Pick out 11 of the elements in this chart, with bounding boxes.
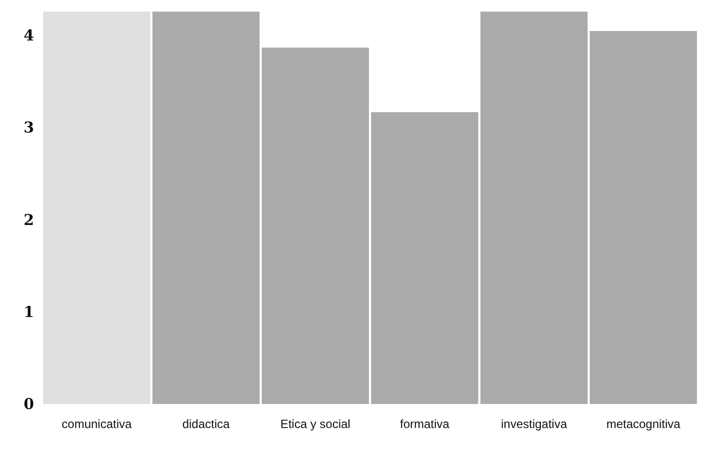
y-tick-label: 0: [24, 395, 34, 413]
x-tick-label: Etica y social: [280, 417, 350, 431]
y-tick-label: 2: [24, 210, 34, 229]
x-tick-label: formativa: [400, 417, 450, 431]
x-tick-label: didactica: [182, 417, 230, 431]
y-tick-label: 3: [24, 118, 34, 137]
y-tick-label: 4: [24, 26, 34, 45]
x-tick-label: metacognitiva: [606, 417, 681, 431]
x-tick-label: investigativa: [500, 417, 568, 431]
y-tick-label: 1: [24, 302, 34, 321]
x-tick-label: comunicativa: [62, 417, 132, 431]
